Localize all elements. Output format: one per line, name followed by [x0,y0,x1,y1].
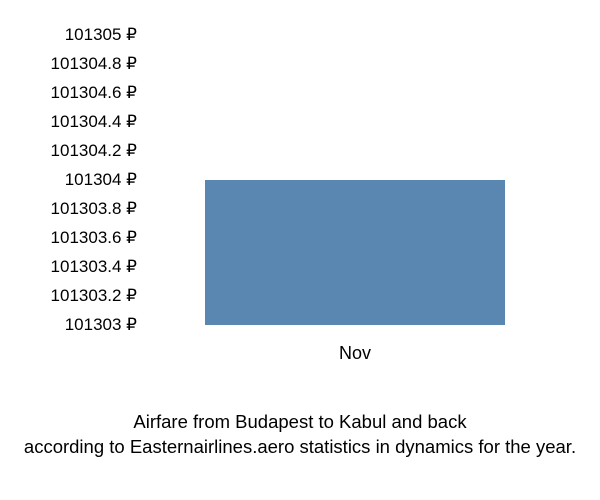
y-tick: 101305 ₽ [65,20,137,49]
y-tick: 101304.4 ₽ [51,107,137,136]
y-tick: 101304.6 ₽ [51,78,137,107]
caption-line-2: according to Easternairlines.aero statis… [24,436,576,457]
y-axis: 101305 ₽101304.8 ₽101304.6 ₽101304.4 ₽10… [0,20,145,339]
airfare-chart: 101305 ₽101304.8 ₽101304.6 ₽101304.4 ₽10… [0,20,600,367]
y-tick: 101304 ₽ [65,165,137,194]
caption-line-1: Airfare from Budapest to Kabul and back [133,411,466,432]
y-tick: 101304.2 ₽ [51,136,137,165]
y-tick: 101303.4 ₽ [51,252,137,281]
x-label: Nov [339,343,371,364]
plot-row: 101305 ₽101304.8 ₽101304.6 ₽101304.4 ₽10… [0,20,600,339]
y-tick: 101303 ₽ [65,310,137,339]
y-tick: 101304.8 ₽ [51,49,137,78]
y-tick: 101303.8 ₽ [51,194,137,223]
x-labels: Nov [145,343,565,367]
y-tick: 101303.2 ₽ [51,281,137,310]
chart-caption: Airfare from Budapest to Kabul and back … [0,410,600,460]
plot-area [145,20,565,339]
bar-nov [205,180,505,325]
y-tick: 101303.6 ₽ [51,223,137,252]
x-axis: Nov [0,343,600,367]
